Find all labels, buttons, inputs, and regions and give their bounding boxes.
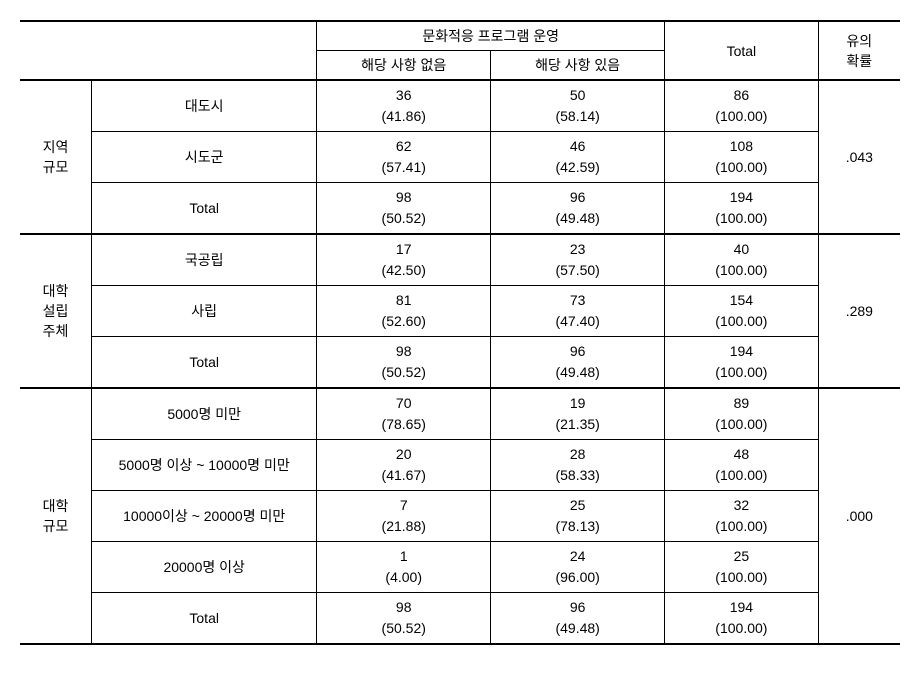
value-total: 32(100.00) — [665, 491, 818, 542]
value-has: 96(49.48) — [491, 183, 665, 235]
value-none: 98(50.52) — [317, 337, 491, 389]
value-total: 86(100.00) — [665, 80, 818, 132]
value-none: 1(4.00) — [317, 542, 491, 593]
row-label: 5000명 이상 ~ 10000명 미만 — [92, 440, 317, 491]
row-label: 20000명 이상 — [92, 542, 317, 593]
value-none: 70(78.65) — [317, 388, 491, 440]
row-label: 사립 — [92, 286, 317, 337]
value-none: 98(50.52) — [317, 593, 491, 645]
header-has: 해당 사항 있음 — [491, 51, 665, 81]
value-none: 62(57.41) — [317, 132, 491, 183]
value-has: 96(49.48) — [491, 337, 665, 389]
header-none: 해당 사항 없음 — [317, 51, 491, 81]
row-label: Total — [92, 337, 317, 389]
row-label: 국공립 — [92, 234, 317, 286]
row-label: 5000명 미만 — [92, 388, 317, 440]
value-total: 194(100.00) — [665, 183, 818, 235]
value-none: 36(41.86) — [317, 80, 491, 132]
category-label: 대학규모 — [20, 388, 92, 644]
value-has: 19(21.35) — [491, 388, 665, 440]
row-label: 10000이상 ~ 20000명 미만 — [92, 491, 317, 542]
value-has: 25(78.13) — [491, 491, 665, 542]
value-has: 46(42.59) — [491, 132, 665, 183]
value-has: 24(96.00) — [491, 542, 665, 593]
value-none: 81(52.60) — [317, 286, 491, 337]
category-label: 대학설립주체 — [20, 234, 92, 388]
sig-value: .000 — [818, 388, 900, 644]
value-total: 89(100.00) — [665, 388, 818, 440]
value-total: 25(100.00) — [665, 542, 818, 593]
value-has: 28(58.33) — [491, 440, 665, 491]
value-has: 73(47.40) — [491, 286, 665, 337]
value-total: 40(100.00) — [665, 234, 818, 286]
row-label: 대도시 — [92, 80, 317, 132]
row-label: Total — [92, 183, 317, 235]
sig-value: .289 — [818, 234, 900, 388]
header-sig: 유의확률 — [818, 21, 900, 80]
value-total: 108(100.00) — [665, 132, 818, 183]
value-has: 96(49.48) — [491, 593, 665, 645]
row-label: 시도군 — [92, 132, 317, 183]
value-total: 194(100.00) — [665, 337, 818, 389]
value-total: 48(100.00) — [665, 440, 818, 491]
header-blank — [20, 21, 317, 80]
value-none: 17(42.50) — [317, 234, 491, 286]
value-none: 98(50.52) — [317, 183, 491, 235]
value-has: 50(58.14) — [491, 80, 665, 132]
stats-table: 문화적응 프로그램 운영 Total 유의확률 해당 사항 없음 해당 사항 있… — [20, 20, 900, 645]
value-none: 7(21.88) — [317, 491, 491, 542]
sig-value: .043 — [818, 80, 900, 234]
header-group: 문화적응 프로그램 운영 — [317, 21, 665, 51]
table-body: 지역규모대도시36(41.86)50(58.14)86(100.00).043 시… — [20, 80, 900, 644]
value-total: 194(100.00) — [665, 593, 818, 645]
value-total: 154(100.00) — [665, 286, 818, 337]
header-total: Total — [665, 21, 818, 80]
value-none: 20(41.67) — [317, 440, 491, 491]
row-label: Total — [92, 593, 317, 645]
value-has: 23(57.50) — [491, 234, 665, 286]
category-label: 지역규모 — [20, 80, 92, 234]
